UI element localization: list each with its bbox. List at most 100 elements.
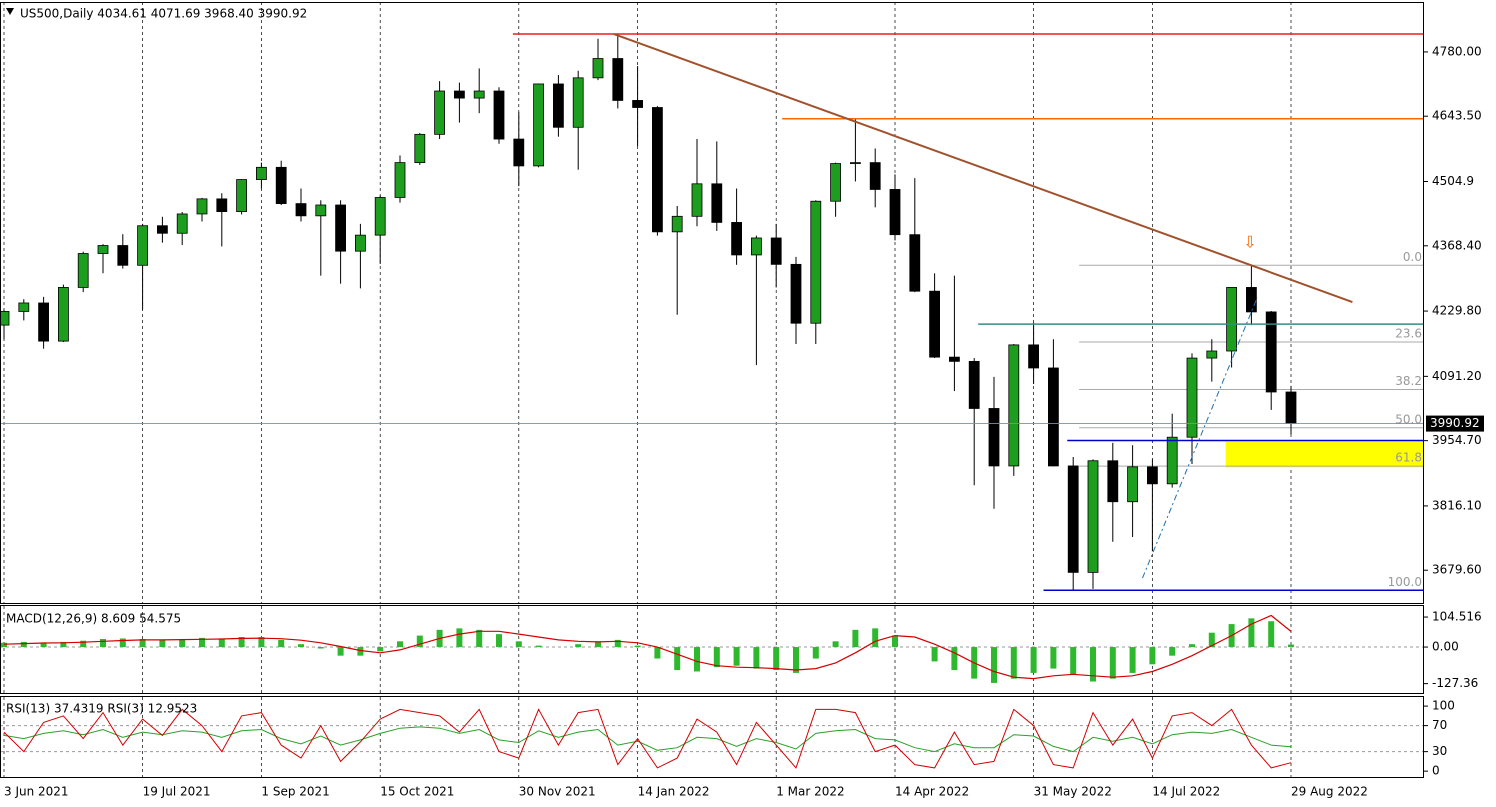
macd-bar [1030,647,1037,673]
macd-bar [100,639,106,648]
candle-body [533,83,544,167]
macd-bar [1248,618,1255,648]
macd-bar [397,641,403,648]
macd-frame [0,605,1424,694]
y-tick-label: 104.516 [1432,610,1482,624]
macd-bar [317,647,324,649]
candle-body [1147,466,1158,485]
candle-body [1265,311,1277,393]
candle-body [652,107,663,233]
candle-body [810,200,822,324]
x-tick-label: 14 Apr 2022 [895,785,969,799]
candle-body [374,197,386,236]
candle-body [77,253,89,288]
macd-bar [456,628,463,648]
macd-bar [278,639,285,648]
candle-body [770,237,782,265]
macd-bar [357,647,364,656]
macd-bar [575,644,582,648]
macd-bar [852,629,859,648]
macd-bar [80,640,87,648]
macd-bar [753,647,760,669]
macd-bar [674,647,681,671]
main-frame [0,2,1424,604]
macd-bar [991,647,997,683]
candle-body [632,100,643,108]
macd-bar [159,639,166,648]
macd-bar [60,641,67,648]
last-price-label: 3990.92 [1430,416,1480,430]
candle-body [275,166,287,204]
y-tick-label: -127.36 [1432,676,1478,690]
macd-bar [535,645,542,648]
macd-bar [20,641,27,648]
candle-body [790,263,802,324]
candle-body [58,287,69,342]
candle-body [354,234,366,252]
macd-bar [199,637,205,648]
candle-body [691,183,703,217]
macd-bar [1090,647,1096,682]
macd-bar [1149,647,1156,665]
candle-body [1127,466,1138,503]
x-tick-label: 14 Jul 2022 [1152,785,1220,799]
x-tick-label: 30 Nov 2021 [519,785,596,799]
macd-bar [595,641,601,648]
y-tick-label: 30 [1432,744,1447,758]
fib-label: 38.2 [1395,374,1422,388]
rsi-line [3,726,1292,753]
macd-bar [298,644,304,648]
macd-bar [892,635,898,648]
candle-body [176,213,188,234]
candle-body [1206,350,1218,359]
macd-bar [694,647,700,672]
candle-body [1008,344,1020,467]
macd-bar [872,628,879,648]
rsi-title: RSI(13) 37.4319 RSI(3) 12.9523 [6,702,197,716]
candle-body [473,90,485,99]
candle-body [513,138,525,167]
macd-title: MACD(12,26,9) 8.609 54.575 [6,612,181,626]
x-tick-label: 31 May 2022 [1034,785,1112,799]
candle-body [592,58,604,79]
candle-body [731,222,742,256]
candle-body [493,90,505,140]
y-tick-label: 4229.80 [1432,304,1482,318]
candle-body [1246,287,1257,313]
fib-label: 0.0 [1403,250,1422,264]
macd-bar [377,647,384,652]
candle-body [97,245,109,254]
candle-body [889,189,901,236]
candle-body [1186,357,1198,438]
x-tick-label: 29 Aug 2022 [1291,785,1368,799]
macd-bar [416,635,423,648]
macd-bar [238,637,245,648]
macd-bar [1070,647,1077,675]
macd-bar [713,647,720,668]
candle-body [236,179,248,212]
macd-bar [832,641,839,648]
candle-body [1285,391,1297,424]
macd-bar [40,642,47,648]
x-tick-label: 19 Jul 2021 [143,785,211,799]
macd-bar [1169,647,1176,656]
macd-bar [1010,647,1017,679]
candle-body [335,204,347,252]
x-tick-label: 15 Oct 2021 [380,785,454,799]
y-tick-label: 0.00 [1432,640,1459,654]
macd-bar [812,647,819,659]
macd-bar [1189,644,1195,648]
macd-bar [496,634,502,648]
menu-arrow[interactable] [6,8,14,15]
macd-bar [654,647,661,659]
fib-label: 23.6 [1395,326,1422,340]
chart-title: US500,Daily 4034.61 4071.69 3968.40 3990… [20,7,307,21]
x-tick-label: 14 Jan 2022 [638,785,710,799]
candle-body [1067,465,1079,573]
candle-body [1166,436,1178,485]
plots: 0.0 23.6 38.2 50.0 61.8 100.0 [0,2,1424,777]
macd-bar [733,647,740,666]
candle-body [0,311,10,326]
